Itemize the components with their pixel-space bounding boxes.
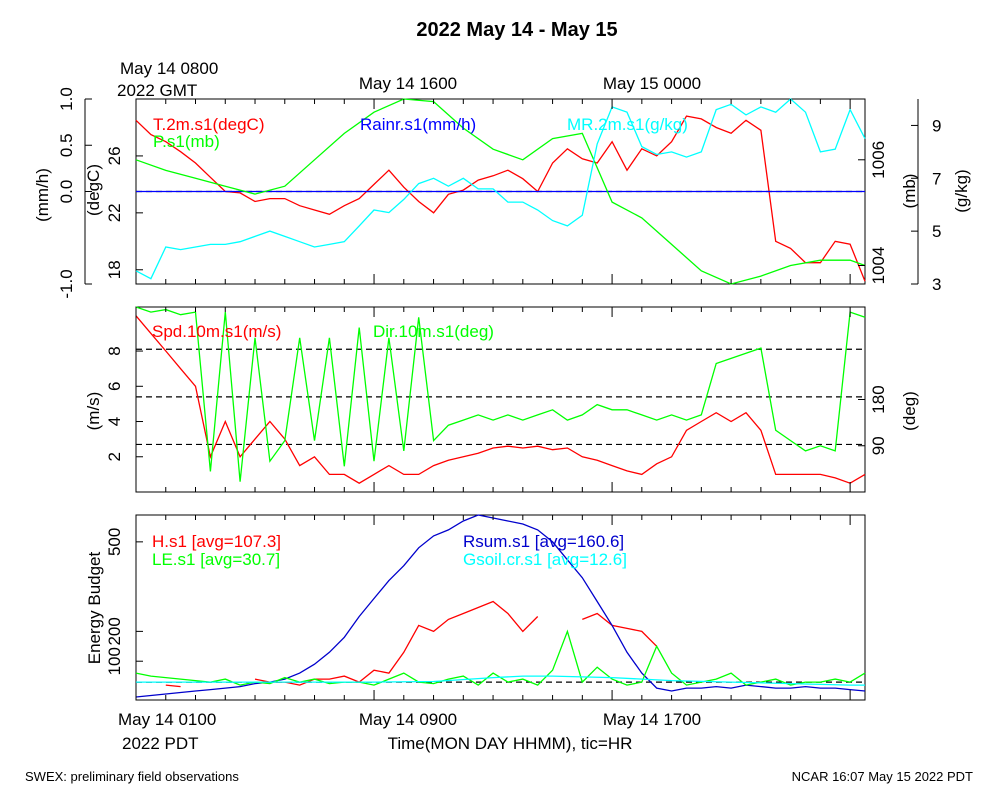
rain-axis-tick-label: 1.0	[57, 87, 76, 111]
legend-wind-direction: Dir.10m.s1(deg)	[373, 322, 494, 341]
legend-soil-heat: Gsoil.cr.s1 [avg=12.6]	[463, 550, 627, 569]
temp-axis-tick-label: 26	[105, 146, 124, 165]
mr-axis-tick-label: 3	[932, 275, 941, 294]
legend-latent-heat: LE.s1 [avg=30.7]	[152, 550, 280, 569]
energy-axis-tick-label: 500	[105, 528, 124, 556]
legend-sensible-heat: H.s1 [avg=107.3]	[152, 532, 281, 551]
series-line-spd-10m-s1-m-s	[135, 315, 866, 484]
panel-middle-series	[135, 306, 866, 484]
legend-net-radiation: Rsum.s1 [avg=160.6]	[463, 532, 624, 551]
rain-axis-tick-label: 0.5	[57, 133, 76, 157]
mr-axis-tick-label: 5	[932, 222, 941, 241]
axis-label-direction: (deg)	[900, 391, 919, 431]
axis-label-energy-budget: Energy Budget	[85, 551, 104, 664]
legend-rain-rate: Rainr.s1(mm/h)	[360, 115, 476, 134]
temp-axis-tick-label: 22	[105, 203, 124, 222]
speed-axis-tick-label: 6	[105, 382, 124, 391]
energy-axis-tick-label: 200	[105, 617, 124, 645]
panel-top-series	[135, 98, 866, 285]
series-line-t-2m-s1-degc	[135, 115, 866, 282]
footer-left: SWEX: preliminary field observations	[25, 769, 239, 784]
legend-mixing-ratio: MR.2m.s1(g/kg)	[567, 115, 688, 134]
axis-label-mr: (g/kg)	[952, 169, 971, 212]
rain-axis-tick-label: 0.0	[57, 180, 76, 204]
top-axis-tick-label-1: May 14 1600	[359, 74, 457, 93]
series-line-gsoil-cr-s1-avg-12-6	[136, 675, 865, 686]
x-axis-title: Time(MON DAY HHMM), tic=HR	[388, 734, 633, 753]
rain-axis-tick-label: -1.0	[57, 269, 76, 298]
bottom-axis-tick-label-1: May 14 0900	[359, 710, 457, 729]
speed-axis-tick-label: 4	[105, 417, 124, 426]
pres-axis-tick-label: 1006	[869, 141, 888, 179]
series-line-h-s1-avg-107-3	[165, 600, 658, 688]
legend-temperature: T.2m.s1(degC)	[153, 115, 264, 134]
panel-bottom-frame	[135, 514, 866, 701]
top-axis-tick-label-2: May 15 0000	[603, 74, 701, 93]
temp-axis-tick-label: 18	[105, 260, 124, 279]
bottom-axis-tick-label-2: May 14 1700	[603, 710, 701, 729]
footer-right: NCAR 16:07 May 15 2022 PDT	[792, 769, 973, 784]
series-line-p-s1-mb	[135, 98, 866, 285]
mr-axis-tick-label: 9	[932, 116, 941, 135]
direction-axis-tick-label: 90	[869, 436, 888, 455]
axis-label-speed: (m/s)	[84, 392, 103, 431]
series-line-mr-2m-s1-g-kg	[135, 98, 866, 280]
top-axis-start-label-line1: May 14 0800	[120, 59, 218, 78]
axis-label-temp: (degC)	[84, 164, 103, 216]
axis-ticks: -1.0 0.0 0.5 1.0 18 22 26 1004 1006 3 5 7 9 2 4 6 8 90 180…	[57, 87, 941, 700]
axis-label-rain: (mm/h)	[33, 168, 52, 222]
axis-label-pres: (mb)	[900, 174, 919, 209]
direction-axis-tick-label: 180	[869, 385, 888, 413]
bottom-axis-start-label-line1: May 14 0100	[118, 710, 216, 729]
speed-axis-tick-label: 2	[105, 452, 124, 461]
pres-axis-tick-label: 1004	[869, 247, 888, 285]
speed-axis-tick-label: 8	[105, 346, 124, 355]
series-line-dir-10m-s1-deg	[135, 306, 866, 482]
panel-bottom-series	[135, 514, 866, 698]
energy-axis-tick-label: 100	[105, 647, 124, 675]
series-line-rsum-s1-avg-160-6	[135, 514, 866, 698]
mr-axis-tick-label: 7	[932, 169, 941, 188]
legend-wind-speed: Spd.10m.s1(m/s)	[152, 322, 281, 341]
top-axis-start-label-line2: 2022 GMT	[117, 81, 197, 100]
bottom-axis-start-label-line2: 2022 PDT	[122, 734, 199, 753]
legend-pressure: P.s1(mb)	[153, 132, 220, 151]
chart-title: 2022 May 14 - May 15	[416, 19, 617, 41]
